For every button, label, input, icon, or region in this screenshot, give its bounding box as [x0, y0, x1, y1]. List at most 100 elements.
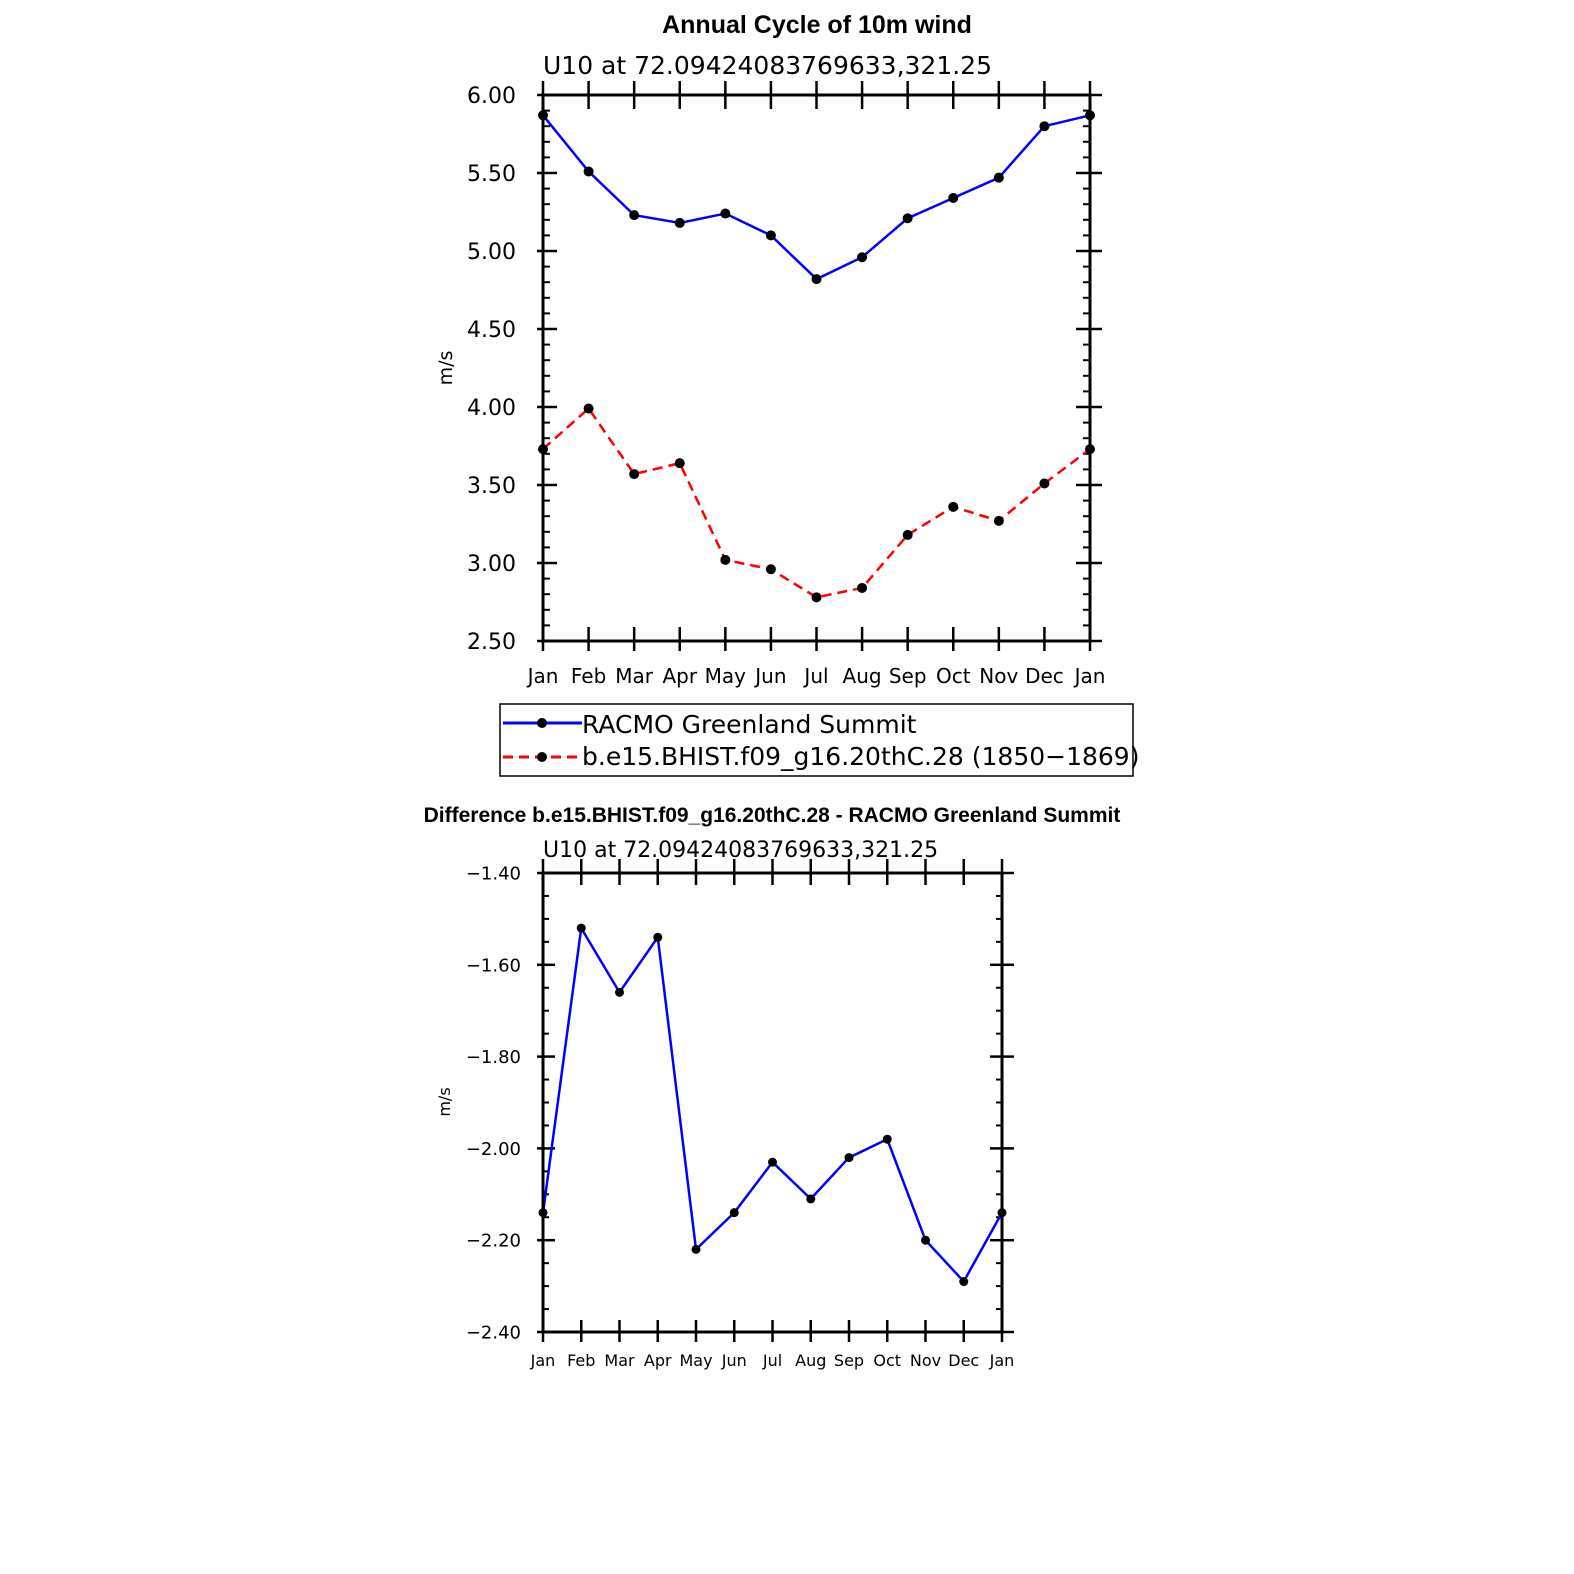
y-tick-label: 5.50 — [467, 162, 516, 187]
data-point — [857, 252, 868, 263]
annual-cycle-chart: Annual Cycle of 10m wind U10 at 72.09424… — [435, 11, 1139, 777]
chart-subtitle: U10 at 72.09424083769633,321.25 — [543, 838, 938, 863]
series-group — [538, 923, 1007, 1287]
y-tick-label: 6.00 — [467, 84, 516, 109]
x-tick-label: Jul — [762, 1351, 782, 1370]
x-tick-label: Aug — [795, 1351, 826, 1370]
x-tick-label: Jan — [1073, 664, 1106, 688]
y-tick-labels: −1.40 −1.60 −1.80 −2.00 −2.20 −2.40 — [466, 863, 521, 1343]
y-axis-label: m/s — [435, 1087, 454, 1116]
x-tick-label: Jun — [721, 1351, 747, 1370]
y-tick-label: −1.60 — [466, 955, 521, 976]
chart-title: Annual Cycle of 10m wind — [662, 11, 972, 39]
x-tick-label: Jan — [989, 1351, 1015, 1370]
y-tick-label: 3.50 — [467, 474, 516, 499]
difference-chart: Difference b.e15.BHIST.f09_g16.20thC.28 … — [424, 804, 1121, 1370]
x-tick-label: Dec — [1025, 664, 1064, 688]
y-tick-label: 2.50 — [467, 630, 516, 655]
data-point — [583, 403, 594, 414]
plot-frame — [541, 93, 1092, 643]
y-tick-label: 4.00 — [467, 396, 516, 421]
x-tick-label: Jan — [526, 664, 559, 688]
series-line-1 — [542, 407, 1091, 599]
data-point — [902, 529, 913, 540]
data-point — [729, 1208, 739, 1218]
data-point — [844, 1153, 854, 1163]
x-tick-label: Apr — [644, 1351, 672, 1370]
data-point — [811, 274, 822, 285]
legend-item-racmo: RACMO Greenland Summit — [503, 710, 917, 739]
x-tick-label: Jun — [753, 664, 786, 688]
x-tick-labels: Jan Feb Mar Apr May Jun Jul Aug Sep Oct Nov Dec Jan — [530, 1351, 1015, 1370]
data-point — [1039, 478, 1050, 489]
data-point — [629, 469, 640, 480]
x-tick-label: Nov — [979, 664, 1018, 688]
data-point — [948, 501, 959, 512]
x-tick-label: Nov — [910, 1351, 941, 1370]
y-axis-label: m/s — [435, 351, 457, 386]
legend-label-model: b.e15.BHIST.f09_g16.20thC.28 (1850−1869) — [582, 742, 1139, 771]
y-tick-label: −2.20 — [466, 1231, 521, 1252]
data-point — [765, 564, 776, 575]
legend-item-model: b.e15.BHIST.f09_g16.20thC.28 (1850−1869) — [503, 742, 1139, 771]
data-point — [1039, 121, 1050, 132]
x-tick-label: Mar — [615, 664, 654, 688]
x-tick-label: Feb — [567, 1351, 595, 1370]
plot-frame — [541, 871, 1004, 1334]
legend-label-racmo: RACMO Greenland Summit — [582, 710, 917, 739]
data-point — [691, 1244, 701, 1254]
data-point — [811, 592, 822, 603]
data-point — [993, 515, 1004, 526]
data-point — [629, 210, 640, 221]
data-point — [993, 172, 1004, 183]
data-point — [576, 923, 586, 933]
data-point — [765, 230, 776, 241]
series-line-0 — [542, 114, 1091, 281]
x-tick-label: Mar — [604, 1351, 635, 1370]
data-point — [674, 217, 685, 228]
x-tick-label: May — [705, 664, 747, 688]
x-tick-label: Oct — [936, 664, 971, 688]
x-tick-labels: Jan Feb Mar Apr May Jun Jul Aug Sep Oct Nov Dec Jan — [526, 664, 1106, 688]
data-point — [857, 582, 868, 593]
chart-subtitle: U10 at 72.09424083769633,321.25 — [543, 51, 992, 80]
y-tick-label: 5.00 — [467, 240, 516, 265]
data-point — [902, 213, 913, 224]
data-point — [653, 932, 663, 942]
data-point — [674, 458, 685, 469]
y-tick-label: −2.40 — [466, 1322, 521, 1343]
data-point — [720, 554, 731, 565]
chart-title: Difference b.e15.BHIST.f09_g16.20thC.28 … — [424, 804, 1121, 827]
legend-marker-racmo — [537, 718, 547, 728]
x-tick-label: Sep — [889, 664, 927, 688]
axis-ticks — [537, 859, 1014, 1342]
series-line-0 — [541, 926, 1004, 1283]
y-tick-label: −1.80 — [466, 1047, 521, 1068]
y-tick-label: 4.50 — [467, 318, 516, 343]
legend-box — [499, 703, 1134, 777]
data-point — [948, 192, 959, 203]
x-tick-label: Jan — [530, 1351, 556, 1370]
y-tick-labels: 6.00 5.50 5.00 4.50 4.00 3.50 3.00 2.50 — [467, 84, 516, 655]
data-point — [583, 166, 594, 177]
series-group — [538, 110, 1095, 603]
x-tick-label: Dec — [948, 1351, 979, 1370]
x-tick-label: Oct — [873, 1351, 901, 1370]
data-point — [882, 1134, 892, 1144]
x-tick-label: May — [679, 1351, 712, 1370]
data-point — [768, 1157, 777, 1167]
axis-ticks — [537, 81, 1102, 651]
x-tick-label: Jul — [802, 664, 828, 688]
data-point — [921, 1235, 930, 1245]
data-point — [615, 987, 624, 997]
data-point — [806, 1194, 816, 1204]
data-point — [959, 1277, 969, 1287]
x-tick-label: Aug — [843, 664, 882, 688]
data-point — [720, 208, 731, 219]
y-tick-label: −2.00 — [466, 1139, 521, 1160]
y-tick-label: −1.40 — [466, 863, 521, 884]
legend: RACMO Greenland Summit b.e15.BHIST.f09_g… — [499, 703, 1139, 777]
x-tick-label: Sep — [834, 1351, 864, 1370]
legend-marker-model — [537, 752, 547, 762]
